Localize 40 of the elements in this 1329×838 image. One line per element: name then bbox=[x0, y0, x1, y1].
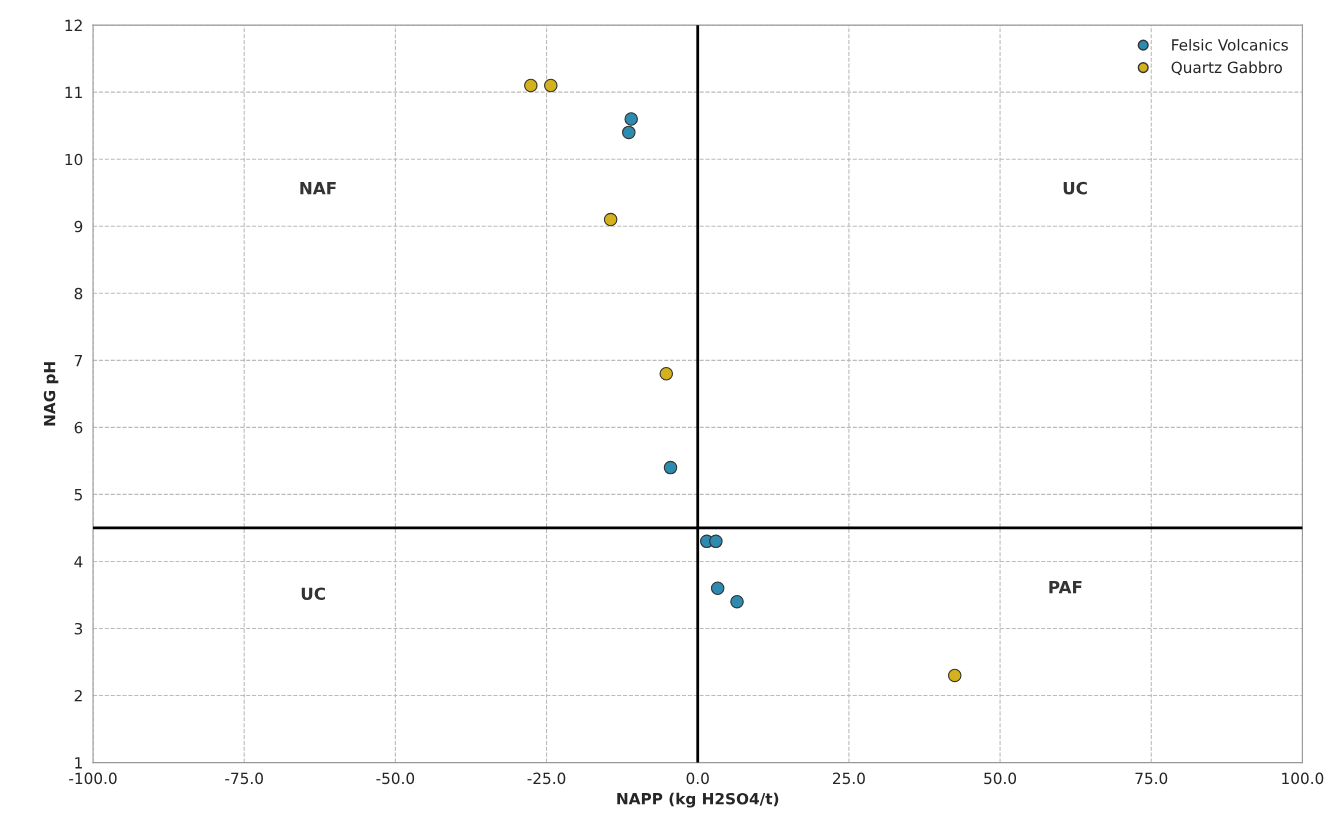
y-tick-label: 7 bbox=[74, 355, 82, 367]
y-tick-label: 11 bbox=[65, 86, 82, 98]
x-axis-title: NAPP (kg H2SO4/t) bbox=[617, 792, 779, 808]
x-tick-label: 100.0 bbox=[1282, 772, 1324, 785]
x-tick-label: -75.0 bbox=[225, 772, 263, 785]
legend-label: Quartz Gabbro bbox=[1171, 61, 1282, 75]
y-tick-label: 8 bbox=[74, 287, 83, 300]
y-tick-label: 6 bbox=[74, 421, 83, 434]
x-tick-label: -25.0 bbox=[527, 772, 566, 785]
annotation: UC bbox=[1063, 181, 1087, 195]
y-tick-label: 5 bbox=[74, 489, 82, 501]
legend-label: Felsic Volcanics bbox=[1172, 38, 1288, 51]
point bbox=[624, 112, 638, 126]
point bbox=[710, 581, 725, 596]
y-tick-label: 12 bbox=[65, 19, 82, 31]
annotation: PAF bbox=[1049, 580, 1082, 594]
x-tick-label: -100.0 bbox=[69, 772, 117, 785]
point bbox=[659, 366, 674, 381]
y-axis-title: NAG pH bbox=[43, 362, 59, 426]
point bbox=[603, 212, 618, 227]
y-tick-label: 3 bbox=[74, 622, 83, 635]
point bbox=[663, 460, 678, 475]
y-tick-label: 2 bbox=[74, 690, 82, 702]
y-tick-label: 9 bbox=[74, 220, 83, 233]
annotation: UC bbox=[301, 587, 325, 601]
x-tick-label: 0.0 bbox=[686, 772, 709, 785]
x-tick-label: 75.0 bbox=[1135, 772, 1168, 785]
y-tick-label: 10 bbox=[65, 153, 83, 166]
point bbox=[544, 78, 558, 93]
point bbox=[622, 125, 636, 140]
y-tick-label: 4 bbox=[74, 556, 83, 568]
x-tick-label: 25.0 bbox=[833, 772, 865, 785]
y-tick-label: 1 bbox=[75, 757, 82, 769]
annotation: NAF bbox=[300, 182, 336, 195]
x-tick-label: 50.0 bbox=[984, 772, 1017, 785]
point bbox=[524, 78, 538, 93]
point bbox=[947, 668, 962, 683]
point bbox=[730, 594, 744, 609]
x-tick-label: -50.0 bbox=[376, 772, 415, 785]
point bbox=[709, 534, 723, 549]
